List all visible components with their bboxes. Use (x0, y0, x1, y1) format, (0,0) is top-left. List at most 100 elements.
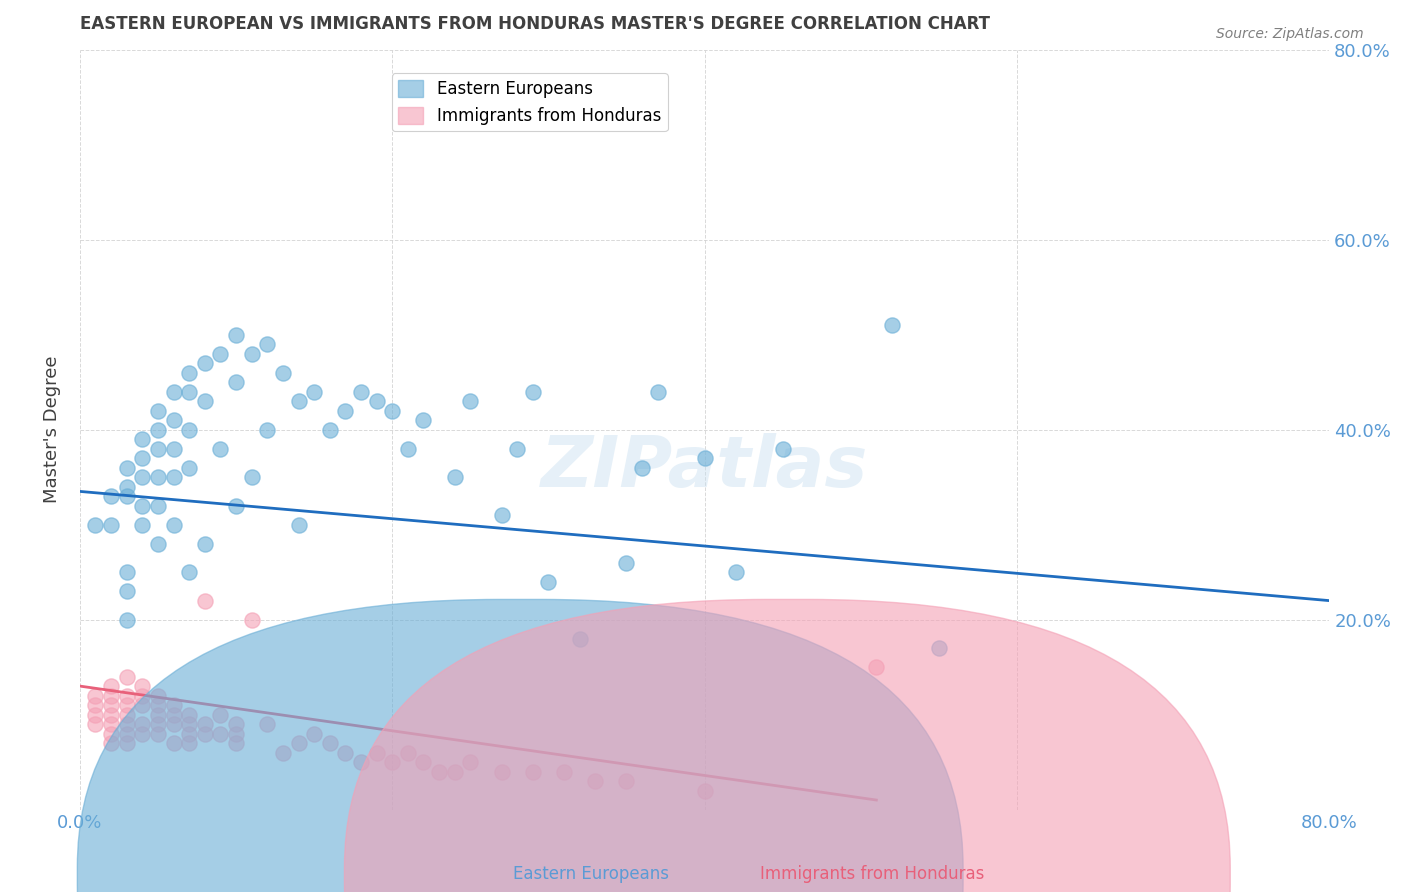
Point (146, 499, 169, 513)
Point (302, 726, 325, 740)
Text: Source: ZipAtlas.com: Source: ZipAtlas.com (1216, 27, 1364, 41)
Point (146, 689, 169, 703)
Point (115, 584, 138, 599)
Point (146, 707, 169, 722)
Point (256, 717, 278, 731)
Point (647, 384, 669, 399)
Point (225, 327, 247, 342)
Point (115, 717, 138, 731)
Point (194, 717, 217, 731)
Point (302, 384, 325, 399)
Point (350, 384, 373, 399)
Text: ZIPatlas: ZIPatlas (541, 434, 869, 502)
Point (131, 679, 153, 693)
Point (179, 423, 201, 437)
Point (225, 726, 247, 740)
Point (256, 337, 278, 351)
Point (100, 717, 122, 731)
Text: R = -0.589   N = 66: R = -0.589 N = 66 (449, 113, 612, 131)
Point (537, 574, 560, 589)
Point (335, 403, 357, 417)
Point (427, 764, 450, 779)
Point (287, 736, 309, 750)
Point (146, 698, 169, 712)
Point (880, 318, 903, 333)
Point (209, 442, 232, 456)
Point (616, 774, 638, 789)
Text: R = -0.124   N = 68: R = -0.124 N = 68 (449, 86, 612, 103)
Point (146, 423, 169, 437)
Text: Eastern Europeans: Eastern Europeans (513, 865, 668, 883)
Point (366, 394, 388, 409)
Point (240, 470, 263, 484)
Point (131, 499, 153, 513)
Point (616, 556, 638, 570)
Point (131, 698, 153, 712)
Point (225, 499, 247, 513)
Legend: Eastern Europeans, Immigrants from Honduras: Eastern Europeans, Immigrants from Hondu… (392, 73, 668, 131)
Point (287, 517, 309, 532)
Point (240, 613, 263, 627)
Point (131, 726, 153, 740)
Point (100, 698, 122, 712)
Point (865, 660, 887, 674)
Point (179, 736, 201, 750)
Point (366, 746, 388, 760)
Point (381, 755, 404, 769)
Point (100, 707, 122, 722)
Point (194, 593, 217, 607)
Point (115, 565, 138, 579)
Point (225, 717, 247, 731)
Point (319, 736, 342, 750)
Point (84, 707, 107, 722)
Point (443, 764, 465, 779)
Point (162, 707, 184, 722)
Point (271, 746, 294, 760)
Point (225, 375, 247, 389)
Point (115, 480, 138, 494)
Point (506, 442, 529, 456)
Point (115, 689, 138, 703)
Point (381, 403, 404, 417)
Point (209, 726, 232, 740)
Point (443, 470, 465, 484)
Point (491, 508, 513, 523)
Point (179, 717, 201, 731)
Point (412, 755, 434, 769)
Point (162, 413, 184, 427)
Point (146, 726, 169, 740)
Point (553, 764, 575, 779)
Point (209, 707, 232, 722)
Point (179, 565, 201, 579)
Point (225, 736, 247, 750)
Point (568, 632, 591, 646)
Point (100, 679, 122, 693)
Text: Immigrants from Honduras: Immigrants from Honduras (759, 865, 984, 883)
Y-axis label: Master's Degree: Master's Degree (44, 356, 60, 503)
Point (194, 356, 217, 370)
Point (131, 432, 153, 446)
Point (100, 489, 122, 503)
Point (179, 366, 201, 380)
Point (412, 413, 434, 427)
Point (179, 726, 201, 740)
Point (115, 613, 138, 627)
Point (319, 423, 342, 437)
Point (100, 736, 122, 750)
Point (146, 536, 169, 550)
Point (631, 460, 654, 475)
Point (693, 451, 716, 466)
Point (162, 698, 184, 712)
Point (256, 423, 278, 437)
Point (194, 394, 217, 409)
Point (240, 347, 263, 361)
Point (131, 717, 153, 731)
Point (115, 726, 138, 740)
Point (772, 442, 794, 456)
Point (583, 774, 606, 789)
Point (131, 451, 153, 466)
Point (194, 726, 217, 740)
Point (724, 565, 747, 579)
Point (131, 517, 153, 532)
Point (271, 366, 294, 380)
